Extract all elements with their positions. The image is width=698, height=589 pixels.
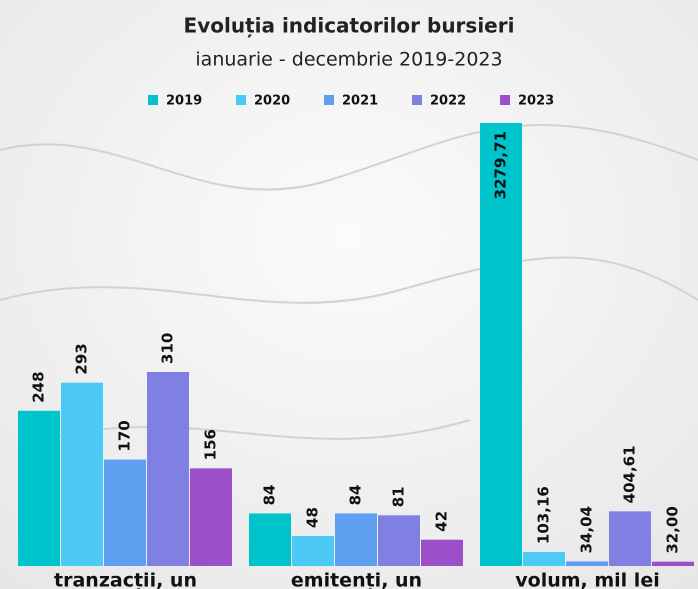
bar [652,561,694,566]
value-label: 170 [116,420,134,451]
value-label: 32,00 [664,506,682,553]
legend-label: 2019 [166,94,202,109]
legend-label: 2022 [430,94,466,109]
value-label: 48 [304,507,322,528]
bar [378,515,420,566]
bar [18,410,60,566]
category-label: volum, mil lei [515,570,659,589]
legend-swatch [324,95,334,105]
category-label: emitenți, un [291,570,422,589]
chart-title: Evoluția indicatorilor bursieri [184,14,515,38]
bar [480,123,522,566]
legend-swatch [412,95,422,105]
value-label: 84 [347,485,365,506]
bar [104,459,146,566]
value-label: 81 [390,486,408,507]
bar [421,539,463,566]
legend-label: 2021 [342,94,378,109]
bar [147,371,189,566]
legend-label: 2020 [254,94,290,109]
value-label: 42 [433,511,451,532]
value-label: 156 [202,429,220,460]
value-label: 103,16 [535,486,553,544]
legend-label: 2023 [518,94,554,109]
value-label: 293 [73,343,91,374]
bar [523,552,565,566]
legend-swatch [148,95,158,105]
value-label: 248 [30,371,48,402]
value-label: 3279,71 [492,131,510,199]
bar [292,535,334,566]
category-label: tranzacții, un [54,570,197,589]
bar [249,513,291,566]
value-label: 34,04 [578,506,596,553]
value-label: 310 [159,333,177,364]
legend-swatch [236,95,246,105]
chart-subtitle: ianuarie - decembrie 2019-2023 [195,49,502,71]
value-label: 84 [261,485,279,506]
bar [190,468,232,566]
value-label: 404,61 [621,445,639,503]
bar [609,511,651,566]
legend-swatch [500,95,510,105]
bar [566,561,608,566]
bar [61,382,103,566]
bar [335,513,377,566]
